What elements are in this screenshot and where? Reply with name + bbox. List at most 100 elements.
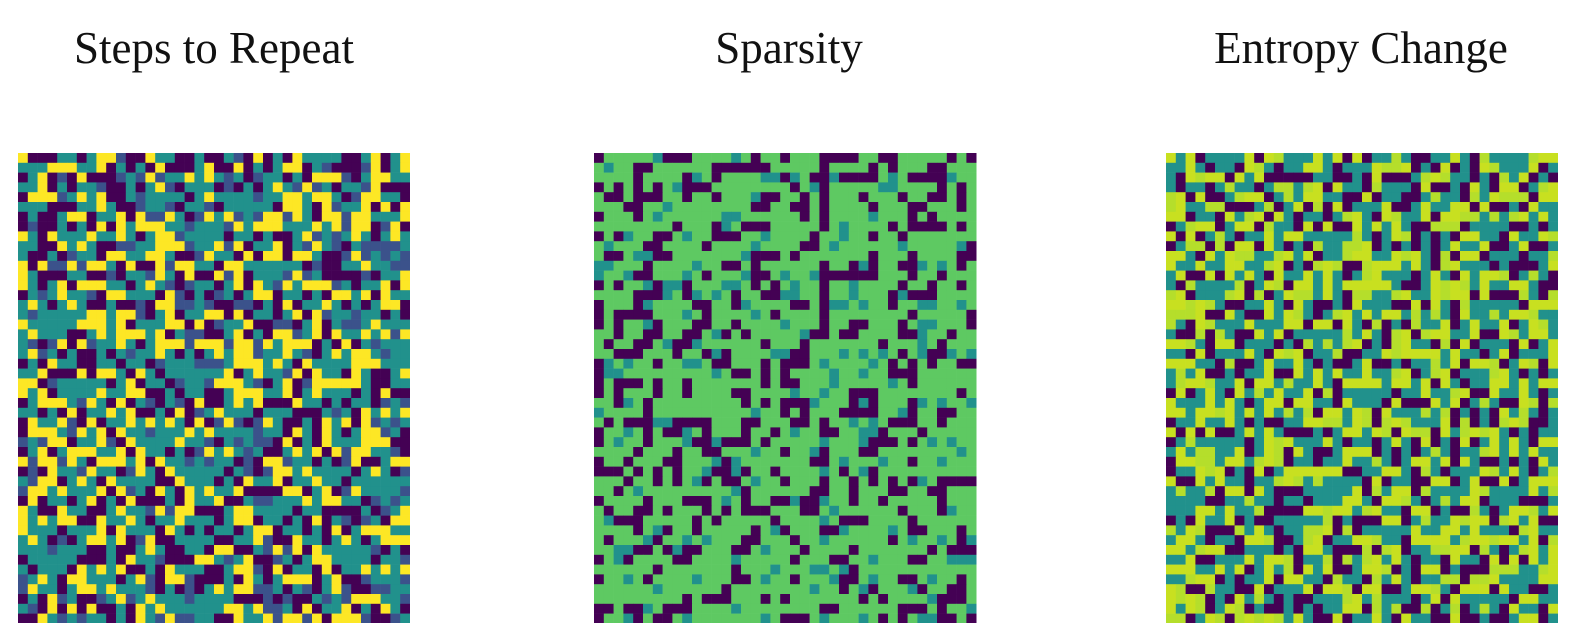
grid-cell: [302, 290, 313, 301]
grid-cell: [302, 584, 313, 595]
grid-cell: [165, 300, 176, 311]
grid-cell: [361, 211, 372, 222]
grid-cell: [341, 378, 352, 389]
grid-cell: [1313, 417, 1324, 428]
grid-cell: [96, 447, 107, 458]
grid-cell: [603, 613, 614, 623]
grid-cell: [858, 545, 869, 556]
grid-cell: [750, 535, 761, 546]
grid-cell: [603, 417, 614, 428]
grid-cell: [1234, 290, 1245, 301]
grid-cell: [361, 368, 372, 379]
grid-cell: [741, 251, 752, 262]
grid-cell: [790, 574, 801, 585]
grid-cell: [780, 290, 791, 301]
grid-cell: [272, 535, 283, 546]
grid-cell: [1489, 260, 1500, 271]
grid-cell: [282, 486, 293, 497]
grid-cell: [233, 231, 244, 242]
grid-cell: [302, 417, 313, 428]
grid-cell: [223, 251, 234, 262]
grid-cell: [1371, 211, 1382, 222]
grid-cell: [400, 319, 410, 330]
grid-cell: [204, 280, 215, 291]
grid-cell: [331, 339, 342, 350]
grid-cell: [858, 456, 869, 467]
grid-cell: [214, 260, 225, 271]
grid-cell: [603, 594, 614, 605]
grid-cell: [701, 280, 712, 291]
grid-cell: [603, 437, 614, 448]
grid-cell: [1401, 319, 1412, 330]
grid-cell: [1518, 290, 1529, 301]
grid-cell: [652, 260, 663, 271]
grid-cell: [829, 339, 840, 350]
grid-cell: [1175, 290, 1186, 301]
grid-cell: [214, 486, 225, 497]
grid-cell: [312, 358, 323, 369]
grid-cell: [76, 211, 87, 222]
grid-cell: [1332, 319, 1343, 330]
grid-cell: [1460, 407, 1471, 418]
grid-cell: [18, 447, 29, 458]
grid-cell: [312, 417, 323, 428]
grid-cell: [223, 162, 234, 173]
grid-cell: [623, 329, 634, 340]
grid-cell: [86, 584, 97, 595]
grid-cell: [643, 417, 654, 428]
grid-cell: [1322, 388, 1333, 399]
grid-cell: [1509, 192, 1520, 203]
grid-cell: [966, 202, 977, 213]
grid-cell: [1440, 192, 1451, 203]
grid-cell: [927, 574, 938, 585]
grid-cell: [76, 319, 87, 330]
grid-cell: [741, 349, 752, 360]
grid-cell: [106, 329, 117, 340]
grid-cell: [858, 486, 869, 497]
grid-cell: [194, 270, 205, 281]
grid-cell: [927, 476, 938, 487]
grid-cell: [897, 496, 908, 507]
grid-cell: [223, 603, 234, 614]
grid-cell: [721, 417, 732, 428]
grid-cell: [790, 427, 801, 438]
grid-cell: [380, 437, 391, 448]
grid-cell: [57, 447, 68, 458]
grid-cell: [652, 358, 663, 369]
grid-cell: [1538, 427, 1549, 438]
grid-cell: [799, 349, 810, 360]
grid-cell: [711, 241, 722, 252]
grid-cell: [937, 202, 948, 213]
grid-cell: [282, 515, 293, 526]
grid-cell: [790, 388, 801, 399]
grid-cell: [1342, 349, 1353, 360]
grid-cell: [312, 329, 323, 340]
grid-cell: [692, 260, 703, 271]
grid-cell: [652, 202, 663, 213]
grid-cell: [86, 319, 97, 330]
grid-cell: [692, 525, 703, 536]
grid-cell: [1205, 251, 1216, 262]
grid-cell: [380, 280, 391, 291]
grid-cell: [682, 574, 693, 585]
grid-cell: [1224, 251, 1235, 262]
grid-cell: [312, 260, 323, 271]
grid-cell: [76, 300, 87, 311]
grid-cell: [233, 388, 244, 399]
grid-cell: [897, 613, 908, 623]
grid-cell: [878, 319, 889, 330]
grid-cell: [1352, 290, 1363, 301]
grid-cell: [321, 447, 332, 458]
grid-cell: [858, 329, 869, 340]
grid-cell: [662, 515, 673, 526]
grid-cell: [214, 241, 225, 252]
grid-cell: [1342, 231, 1353, 242]
grid-cell: [243, 594, 254, 605]
grid-cell: [956, 535, 967, 546]
grid-cell: [116, 270, 127, 281]
grid-cell: [1371, 241, 1382, 252]
grid-cell: [946, 505, 957, 516]
grid-cell: [946, 603, 957, 614]
grid-cell: [390, 456, 401, 467]
grid-cell: [1450, 398, 1461, 409]
